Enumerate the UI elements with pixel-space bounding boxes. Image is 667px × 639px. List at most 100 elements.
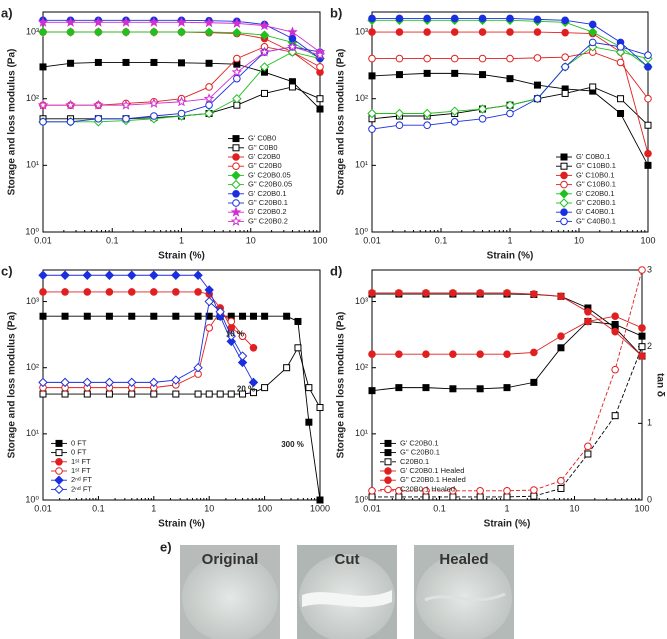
marker [127, 288, 136, 296]
y-tick-label: 10² [26, 93, 39, 103]
y-tick-label: 10⁰ [25, 226, 39, 236]
marker [384, 485, 392, 494]
marker [395, 71, 403, 79]
legend-label: G' C0B0 [248, 134, 276, 143]
marker [66, 118, 75, 126]
chart-panel: d) Strain (%) Storage and loss modulus (Pa… [330, 263, 665, 529]
marker [105, 288, 114, 296]
marker [65, 16, 76, 27]
marker [616, 43, 625, 51]
marker [171, 270, 181, 280]
x-tick-label: 100 [257, 503, 272, 513]
legend-label: G'' C20B0.2 [248, 216, 288, 225]
legend-label: G' C20B0.1 [400, 438, 439, 447]
marker [248, 377, 259, 388]
marker [368, 289, 376, 297]
legend-label: G' C20B0.1 [248, 189, 287, 198]
marker [38, 27, 48, 37]
marker [505, 100, 515, 110]
marker [589, 83, 597, 91]
marker [560, 171, 568, 180]
marker [533, 15, 542, 24]
photo-label: Cut [335, 551, 360, 568]
x-axis-label: Strain (%) [484, 519, 531, 530]
marker [231, 179, 241, 190]
marker [506, 14, 514, 23]
x-tick-label: 0.01 [34, 235, 52, 245]
x-axis-label: Strain (%) [487, 251, 534, 262]
marker [232, 162, 240, 170]
marker [231, 170, 241, 181]
marker [104, 270, 115, 280]
x-tick-label: 1000 [310, 503, 330, 513]
marker [55, 439, 63, 447]
marker [561, 53, 569, 61]
x-tick-label: 100 [634, 503, 649, 513]
y-tick-label: 10³ [26, 26, 39, 36]
marker [316, 404, 324, 412]
marker [423, 28, 431, 36]
annotation: 10 % [226, 330, 244, 339]
y-axis-label: Storage and loss modulus (Pa) [7, 312, 18, 459]
marker [287, 26, 298, 37]
x-tick-label: 0.01 [34, 503, 52, 513]
marker [203, 17, 215, 28]
marker [37, 16, 49, 27]
marker [93, 16, 104, 27]
marker [238, 332, 247, 340]
marker [561, 63, 569, 71]
photo-label: Healed [439, 551, 488, 568]
marker [615, 47, 626, 57]
marker [172, 288, 180, 296]
y-tick-label: 10³ [355, 26, 368, 36]
marker [231, 66, 243, 77]
panel-label: d) [330, 263, 342, 278]
marker [61, 390, 69, 398]
marker [294, 344, 302, 352]
marker [194, 390, 202, 398]
marker [128, 390, 136, 398]
marker [559, 189, 569, 199]
legend-label: G' C20B0.2 [248, 207, 287, 216]
y2-tick-label: 2 [647, 341, 652, 351]
marker [476, 289, 484, 297]
marker [503, 289, 511, 297]
marker [557, 477, 565, 485]
legend-label: G' C40B0.1 [576, 207, 615, 216]
legend-label: G' C0B0.1 [576, 152, 610, 161]
marker [503, 487, 511, 495]
marker [288, 34, 297, 43]
marker [506, 28, 514, 36]
marker [395, 493, 403, 501]
marker [39, 118, 47, 126]
marker [60, 377, 70, 388]
y-axis-label: Storage and loss modulus (Pa) [336, 49, 347, 196]
marker [205, 390, 213, 398]
marker [395, 14, 404, 23]
marker [503, 384, 511, 392]
marker [104, 377, 115, 388]
marker [560, 180, 568, 189]
marker [644, 63, 652, 71]
legend-label: G'' C10B0.1 [576, 161, 616, 170]
marker [423, 54, 431, 63]
x-tick-label: 0.01 [363, 503, 381, 513]
marker [149, 270, 159, 280]
marker [149, 27, 159, 37]
y-tick-label: 10⁰ [354, 226, 368, 236]
marker [611, 312, 619, 321]
marker [478, 54, 487, 63]
marker [193, 362, 203, 373]
marker [83, 390, 91, 398]
marker [150, 312, 158, 320]
x-tick-label: 0.1 [106, 235, 119, 245]
marker [226, 331, 236, 341]
legend-label: 0 FT [71, 448, 87, 457]
series-line [372, 293, 643, 357]
marker [294, 317, 302, 325]
marker [644, 94, 652, 103]
x-tick-label: 100 [640, 235, 655, 245]
marker [533, 94, 542, 103]
marker [611, 412, 619, 420]
marker [60, 270, 70, 280]
